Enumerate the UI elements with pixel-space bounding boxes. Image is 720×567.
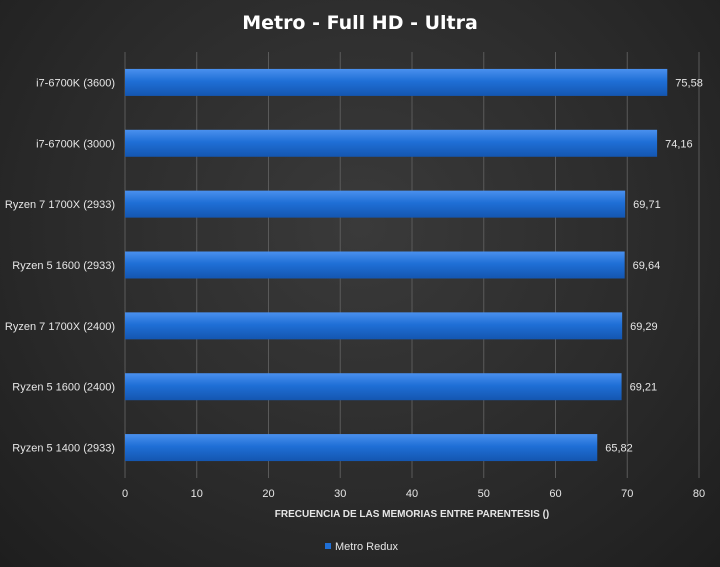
category-label: i7-6700K (3600): [36, 77, 115, 89]
data-label: 69,64: [633, 260, 661, 272]
chart-title: Metro - Full HD - Ultra: [242, 12, 478, 34]
data-label: 74,16: [665, 138, 693, 150]
x-axis-title: FRECUENCIA DE LAS MEMORIAS ENTRE PARENTE…: [275, 509, 549, 520]
data-label: 75,58: [675, 77, 703, 89]
bar: [125, 373, 622, 401]
data-label: 69,21: [630, 382, 658, 394]
category-label: Ryzen 5 1600 (2933): [12, 260, 115, 272]
x-tick-label: 70: [621, 488, 633, 500]
legend-label: Metro Redux: [335, 541, 398, 553]
x-tick-label: 60: [549, 488, 561, 500]
x-tick-label: 20: [262, 488, 274, 500]
legend: Metro Redux: [325, 541, 398, 553]
bar: [125, 434, 598, 462]
x-tick-label: 40: [406, 488, 418, 500]
x-tick-label: 10: [191, 488, 203, 500]
x-tick-label: 0: [122, 488, 128, 500]
data-label: 69,29: [630, 321, 658, 333]
bar: [125, 312, 623, 340]
bar: [125, 190, 626, 218]
bar: [125, 129, 658, 157]
category-label: Ryzen 7 1700X (2933): [5, 199, 115, 211]
bar: [125, 251, 625, 279]
x-tick-label: 30: [334, 488, 346, 500]
category-label: Ryzen 5 1400 (2933): [12, 443, 115, 455]
data-label: 69,71: [633, 199, 661, 211]
x-tick-label: 50: [478, 488, 490, 500]
legend-swatch: [325, 543, 331, 549]
category-label: Ryzen 7 1700X (2400): [5, 321, 115, 333]
x-tick-label: 80: [693, 488, 705, 500]
category-label: i7-6700K (3000): [36, 138, 115, 150]
data-label: 65,82: [605, 443, 633, 455]
category-label: Ryzen 5 1600 (2400): [12, 382, 115, 394]
bar: [125, 68, 668, 96]
